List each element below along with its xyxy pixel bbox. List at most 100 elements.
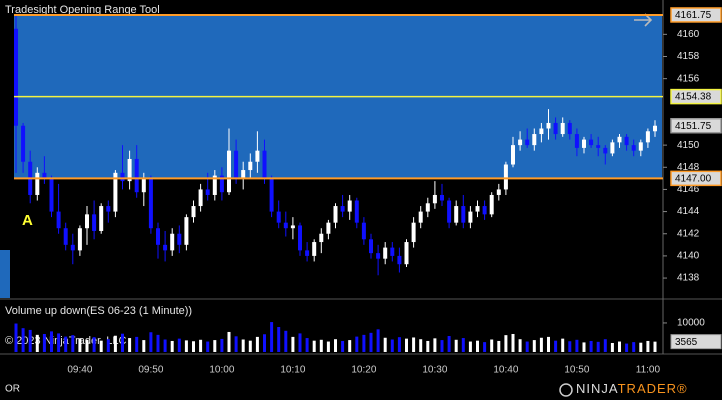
candle-body <box>546 122 551 129</box>
candle-body <box>21 125 26 162</box>
volume-bar <box>85 339 89 352</box>
x-tick-label: 09:40 <box>67 365 92 376</box>
or-mid-label: 4154.38 <box>675 92 712 103</box>
volume-bar <box>348 340 352 352</box>
candle-body <box>312 242 317 256</box>
volume-bar <box>142 340 146 352</box>
x-tick-label: 10:10 <box>280 365 305 376</box>
volume-bar <box>213 340 217 352</box>
volume-bar <box>291 336 295 352</box>
volume-bar <box>603 339 607 352</box>
candle-body <box>347 200 352 212</box>
volume-bar <box>326 341 330 352</box>
volume-bar <box>532 340 536 352</box>
volume-bar <box>156 334 160 352</box>
candle-body <box>567 122 572 135</box>
volume-bar <box>568 341 572 352</box>
volume-bar <box>206 341 210 352</box>
volume-bar <box>461 338 465 352</box>
volume-bar <box>632 342 636 352</box>
volume-bar <box>561 338 565 352</box>
volume-bar <box>163 339 167 352</box>
volume-bar <box>234 336 238 352</box>
volume-bar <box>376 329 380 352</box>
volume-bar <box>92 337 96 352</box>
x-tick-label: 10:20 <box>351 365 376 376</box>
candle-body <box>141 178 146 193</box>
volume-bar <box>50 331 53 352</box>
volume-bar <box>71 335 75 352</box>
candle-body <box>269 178 274 212</box>
chart-title: Tradesight Opening Range Tool <box>5 4 160 16</box>
volume-bar <box>227 331 231 352</box>
candle-body <box>511 145 515 165</box>
volume-bar <box>539 337 543 352</box>
volume-bar <box>263 334 266 352</box>
candle-body <box>127 158 132 182</box>
candle-body <box>461 206 466 223</box>
candle-body <box>475 206 480 212</box>
volume-bar <box>525 341 529 352</box>
volume-bar <box>639 342 643 352</box>
volume-bar <box>397 337 401 352</box>
candle-body <box>617 136 622 143</box>
y-tick-label: 4156 <box>677 73 700 84</box>
volume-bar <box>199 339 203 352</box>
volume-bar <box>483 342 487 352</box>
candle-body <box>610 142 615 154</box>
y-tick-label: 4138 <box>677 273 700 284</box>
candle-body <box>205 189 210 195</box>
x-tick-label: 10:40 <box>493 365 518 376</box>
volume-bar <box>405 338 408 352</box>
candle-body <box>170 233 175 251</box>
y-tick-label: 4158 <box>677 51 700 62</box>
volume-bar <box>255 336 259 352</box>
x-tick-label: 09:50 <box>138 365 163 376</box>
volume-bar <box>57 333 61 352</box>
side-marker <box>0 250 10 298</box>
scroll-arrow[interactable] <box>634 13 653 27</box>
volume-bar <box>625 343 629 352</box>
volume-bar <box>412 337 416 352</box>
volume-bar <box>518 339 522 352</box>
y-tick-label: 4144 <box>677 206 700 217</box>
candle-body <box>404 242 409 265</box>
brand-right: TRADER® <box>618 381 688 396</box>
candle-body <box>440 194 444 201</box>
volume-bar <box>618 341 621 352</box>
volume-bar <box>490 339 494 352</box>
volume-bar <box>248 340 252 352</box>
candle-body <box>241 170 246 179</box>
candle-body <box>383 247 388 259</box>
volume-bar <box>28 329 32 352</box>
candle-body <box>85 214 89 229</box>
candle-body <box>454 206 459 223</box>
or-mid-label-box <box>670 88 722 105</box>
volume-bar <box>504 335 508 352</box>
candle-body <box>596 145 601 148</box>
volume-bar <box>192 341 195 352</box>
volume-bar <box>106 339 110 352</box>
y-tick-label: 4148 <box>677 162 700 173</box>
candle-body <box>106 206 111 212</box>
volume-bar <box>390 339 394 352</box>
volume-bar <box>355 336 359 352</box>
volume-bar <box>419 339 423 352</box>
volume-bar <box>433 338 437 352</box>
volume-bar <box>305 338 309 352</box>
volume-bar <box>547 336 550 352</box>
candle-body <box>77 228 82 251</box>
volume-tick-label: 10000 <box>677 318 705 329</box>
x-tick-label: 11:00 <box>636 365 661 376</box>
candle-body <box>56 211 61 229</box>
volume-bar <box>220 338 224 352</box>
candle-body <box>418 211 423 223</box>
candle-body <box>411 222 416 243</box>
brand: NINJATRADER® <box>576 381 688 396</box>
candle-body <box>227 150 231 193</box>
candle-body <box>354 200 359 223</box>
candle-body <box>305 250 310 256</box>
candle-body <box>326 222 331 234</box>
x-tick-label: 10:00 <box>209 365 234 376</box>
last-price-label-box <box>670 117 722 134</box>
